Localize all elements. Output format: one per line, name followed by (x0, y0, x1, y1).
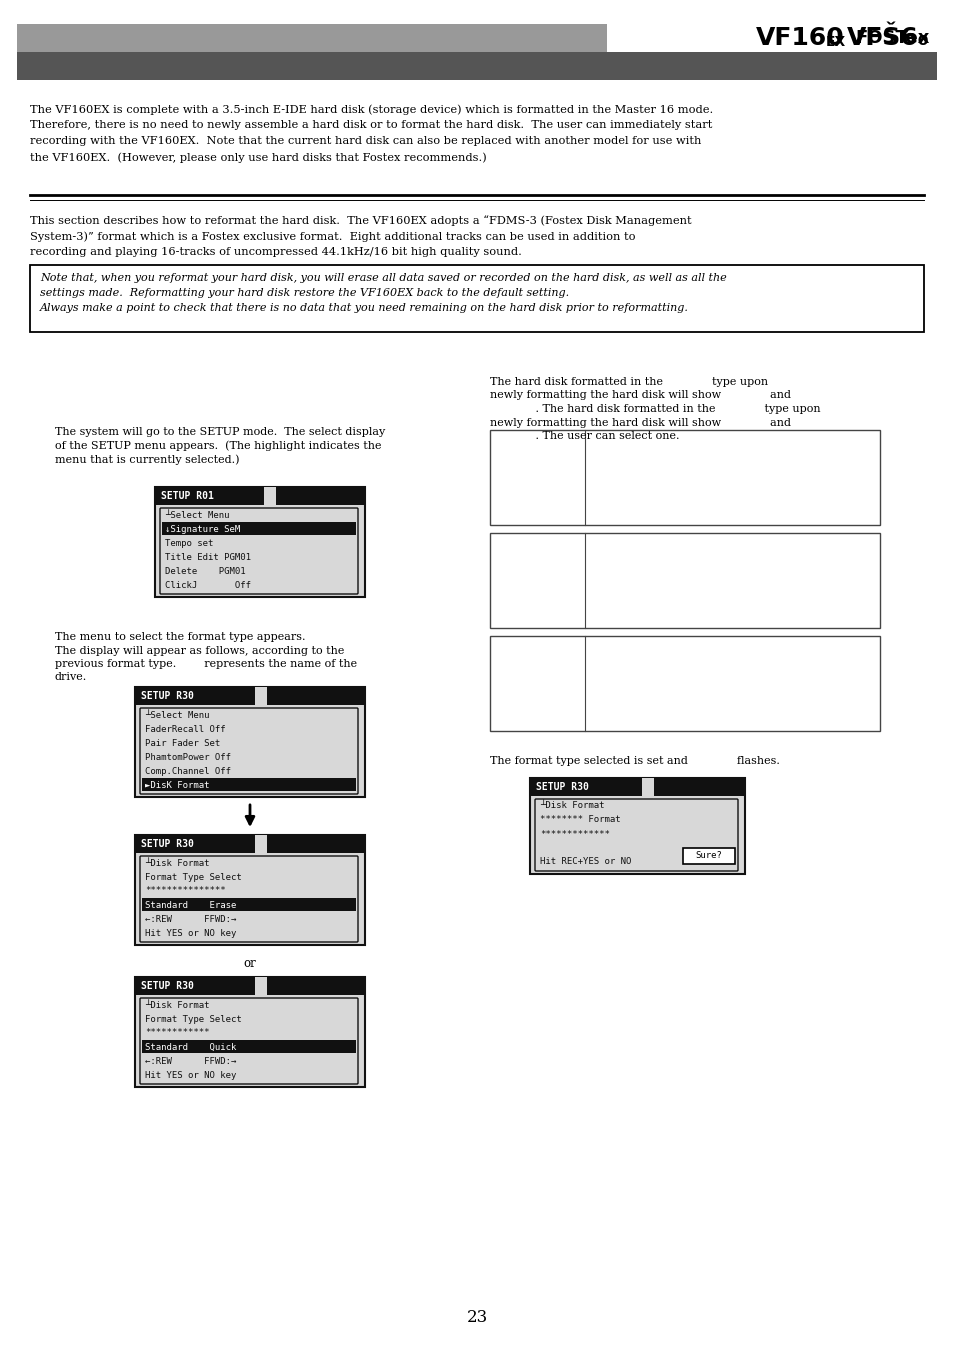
Bar (530, 778, 744, 874)
Bar (17, 51, 936, 80)
Bar (135, 977, 365, 994)
Bar (135, 688, 365, 705)
Text: ↓Signature SeM: ↓Signature SeM (165, 524, 240, 534)
Text: The display will appear as follows, according to the: The display will appear as follows, acco… (55, 646, 344, 655)
Bar (135, 688, 365, 797)
Text: ┴Disk Format: ┴Disk Format (145, 858, 210, 867)
Text: ***************: *************** (145, 886, 226, 896)
Text: or: or (243, 957, 256, 970)
Text: SETUP R30: SETUP R30 (536, 782, 588, 792)
Text: ┴Select Menu: ┴Select Menu (145, 711, 210, 720)
Bar (162, 521, 355, 535)
Text: EX: EX (825, 35, 845, 49)
Text: SETUP R30: SETUP R30 (141, 839, 193, 848)
Text: menu that is currently selected.): menu that is currently selected.) (55, 454, 239, 465)
Text: ←:REW      FFWD:→: ←:REW FFWD:→ (145, 915, 236, 924)
Bar (154, 486, 365, 505)
Bar (135, 977, 365, 1088)
Text: The menu to select the format type appears.: The menu to select the format type appea… (55, 632, 305, 642)
Bar (154, 486, 365, 597)
Text: settings made.  Reformatting your hard disk restore the VF160EX back to the defa: settings made. Reformatting your hard di… (40, 288, 569, 299)
Polygon shape (254, 688, 266, 705)
Text: ►DisK Format: ►DisK Format (145, 781, 210, 789)
Text: Therefore, there is no need to newly assemble a hard disk or to format the hard : Therefore, there is no need to newly ass… (30, 120, 712, 130)
Text: SETUP R01: SETUP R01 (161, 490, 213, 501)
Text: ************: ************ (145, 1028, 210, 1038)
Bar (490, 534, 879, 628)
Text: This section describes how to reformat the hard disk.  The VF160EX adopts a “FDM: This section describes how to reformat t… (30, 215, 691, 226)
Text: recording with the VF160EX.  Note that the current hard disk can also be replace: recording with the VF160EX. Note that th… (30, 136, 700, 146)
Text: FOSTex: FOSTex (854, 28, 928, 47)
Polygon shape (264, 486, 276, 505)
Text: The system will go to the SETUP mode.  The select display: The system will go to the SETUP mode. Th… (55, 427, 385, 436)
Bar (490, 636, 879, 731)
Bar (530, 778, 744, 796)
Bar (135, 835, 365, 944)
Text: newly formatting the hard disk will show              and: newly formatting the hard disk will show… (490, 417, 790, 427)
Text: drive.: drive. (55, 673, 87, 682)
Text: VF160: VF160 (755, 26, 843, 50)
Polygon shape (641, 778, 653, 796)
Text: ******** Format: ******** Format (539, 816, 620, 824)
Text: Standard    Erase: Standard Erase (145, 901, 236, 909)
Text: The VF160EX is complete with a 3.5-inch E-IDE hard disk (storage device) which i: The VF160EX is complete with a 3.5-inch … (30, 104, 713, 115)
Text: recording and playing 16-tracks of uncompressed 44.1kHz/16 bit high quality soun: recording and playing 16-tracks of uncom… (30, 247, 521, 257)
Text: Note that, when you reformat your hard disk, you will erase all data saved or re: Note that, when you reformat your hard d… (40, 273, 726, 282)
Text: the VF160EX.  (However, please only use hard disks that Fostex recommends.): the VF160EX. (However, please only use h… (30, 153, 486, 162)
Text: ┴Select Menu: ┴Select Menu (165, 511, 230, 520)
Text: Pair Fader Set: Pair Fader Set (145, 739, 220, 747)
Text: Tempo set: Tempo set (165, 539, 213, 547)
Text: Title Edit PGM01: Title Edit PGM01 (165, 553, 251, 562)
Text: PhamtomPower Off: PhamtomPower Off (145, 753, 231, 762)
Text: . The hard disk formatted in the              type upon: . The hard disk formatted in the type up… (490, 404, 820, 413)
Bar (490, 430, 879, 526)
Bar (135, 835, 365, 852)
Text: Delete    PGM01: Delete PGM01 (165, 566, 245, 576)
Text: of the SETUP menu appears.  (The highlight indicates the: of the SETUP menu appears. (The highligh… (55, 440, 381, 451)
Bar (30, 265, 923, 332)
Text: The hard disk formatted in the              type upon: The hard disk formatted in the type upon (490, 377, 767, 386)
Text: Hit YES or NO key: Hit YES or NO key (145, 928, 236, 938)
Bar (682, 848, 734, 865)
Bar (142, 778, 355, 790)
Text: Hit REC+YES or NO: Hit REC+YES or NO (539, 858, 631, 866)
Text: ┴Disk Format: ┴Disk Format (145, 1001, 210, 1009)
Text: Sure?: Sure? (695, 851, 721, 861)
Text: Comp.Channel Off: Comp.Channel Off (145, 766, 231, 775)
Bar (142, 1040, 355, 1052)
Polygon shape (254, 835, 266, 852)
Text: SETUP R30: SETUP R30 (141, 690, 193, 701)
Text: Always make a point to check that there is no data that you need remaining on th: Always make a point to check that there … (40, 303, 688, 313)
Text: . The user can select one.: . The user can select one. (490, 431, 679, 440)
Text: The format type selected is set and              flashes.: The format type selected is set and flas… (490, 757, 779, 766)
Text: newly formatting the hard disk will show              and: newly formatting the hard disk will show… (490, 390, 790, 400)
Text: ┴Disk Format: ┴Disk Format (539, 801, 604, 811)
Text: Standard    Quick: Standard Quick (145, 1043, 236, 1051)
Text: VFŠ6₀: VFŠ6₀ (846, 26, 929, 50)
Text: 23: 23 (466, 1309, 487, 1327)
Text: FaderRecall Off: FaderRecall Off (145, 724, 226, 734)
Text: SETUP R30: SETUP R30 (141, 981, 193, 992)
Text: Format Type Select: Format Type Select (145, 873, 241, 881)
Bar (142, 898, 355, 911)
Text: ClickJ       Off: ClickJ Off (165, 581, 251, 589)
Text: *************: ************* (539, 830, 609, 839)
Polygon shape (254, 977, 266, 994)
Text: previous format type.        represents the name of the: previous format type. represents the nam… (55, 659, 356, 669)
Text: System-3)” format which is a Fostex exclusive format.  Eight additional tracks c: System-3)” format which is a Fostex excl… (30, 231, 635, 242)
Text: Hit YES or NO key: Hit YES or NO key (145, 1070, 236, 1079)
Text: ←:REW      FFWD:→: ←:REW FFWD:→ (145, 1056, 236, 1066)
Text: Format Type Select: Format Type Select (145, 1015, 241, 1024)
Bar (17, 24, 606, 51)
